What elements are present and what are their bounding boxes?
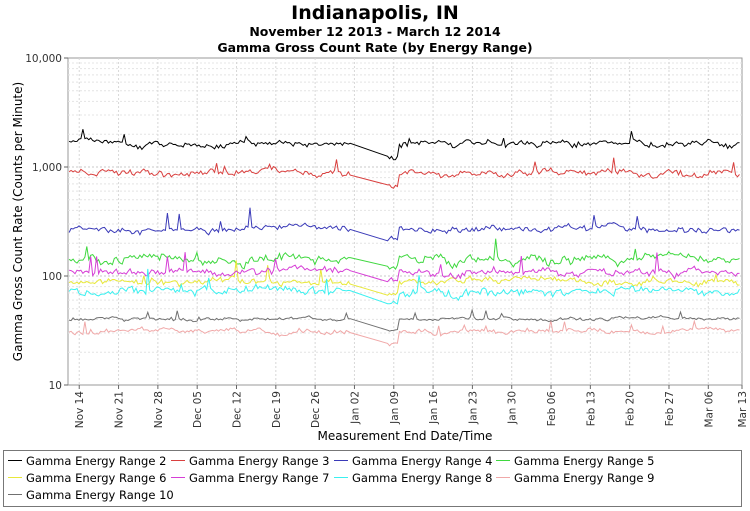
x-tick-label: Jan 02 (349, 391, 361, 425)
series-line (68, 268, 740, 305)
chart-area: 10 100 1,000 10,000 Nov 14 Nov 21 Nov 28 Dec 05… (11, 53, 749, 443)
x-tick-label: Nov 14 (74, 391, 86, 429)
legend-item: Gamma Energy Range 3 (171, 454, 329, 468)
legend-label: Gamma Energy Range 2 (26, 454, 167, 468)
x-tick-label: Mar 13 (737, 391, 749, 428)
x-tick-label: Dec 05 (192, 391, 204, 428)
legend-label: Gamma Energy Range 8 (352, 471, 493, 485)
x-tick-label: Feb 20 (625, 391, 637, 426)
legend-swatch (8, 494, 22, 495)
x-tick-label: Jan 09 (389, 391, 401, 425)
legend-label: Gamma Energy Range 4 (352, 454, 493, 468)
x-axis-label: Measurement End Date/Time (318, 429, 493, 443)
legend-item: Gamma Energy Range 6 (8, 471, 166, 485)
legend-swatch (8, 460, 22, 461)
legend-label: Gamma Energy Range 10 (26, 488, 174, 502)
legend-swatch (8, 477, 22, 478)
legend-item: Gamma Energy Range 10 (8, 488, 174, 502)
legend-item: Gamma Energy Range 9 (496, 471, 654, 485)
x-tick-label: Feb 13 (585, 391, 597, 426)
y-tick-label: 10 (49, 380, 62, 392)
y-axis-label: Gamma Gross Count Rate (Counts per Minut… (11, 82, 25, 361)
x-tick-label: Nov 21 (114, 391, 126, 428)
legend-item: Gamma Energy Range 8 (334, 471, 492, 485)
legend-swatch (496, 460, 510, 461)
x-tick-label: Jan 30 (507, 391, 519, 425)
legend-label: Gamma Energy Range 9 (514, 471, 655, 485)
series-line (68, 157, 740, 189)
series-line (68, 238, 740, 270)
series-line (69, 308, 740, 332)
series-line (68, 319, 740, 347)
legend-label: Gamma Energy Range 7 (189, 471, 330, 485)
legend-swatch (171, 460, 185, 461)
x-tick-label: Dec 26 (310, 391, 322, 428)
x-tick-label: Nov 28 (153, 391, 165, 428)
legend-swatch (496, 477, 510, 478)
x-tick-label: Feb 27 (664, 391, 676, 426)
legend-item: Gamma Energy Range 4 (334, 454, 492, 468)
legend-swatch (171, 477, 185, 478)
series-line (69, 252, 740, 283)
series-line (68, 129, 740, 161)
date-range: November 12 2013 - March 12 2014 (249, 24, 501, 39)
y-tick-label: 1,000 (32, 162, 62, 174)
chart-subtitle: Gamma Gross Count Rate (by Energy Range) (217, 40, 533, 55)
chart-title: Indianapolis, IN (291, 2, 459, 24)
legend-label: Gamma Energy Range 3 (189, 454, 330, 468)
y-tick-label: 100 (42, 271, 62, 283)
legend-label: Gamma Energy Range 5 (514, 454, 655, 468)
legend-item: Gamma Energy Range 7 (171, 471, 329, 485)
legend-item: Gamma Energy Range 2 (8, 454, 166, 468)
y-tick-label: 10,000 (25, 53, 62, 65)
x-tick-label: Feb 06 (546, 391, 558, 427)
series-line (68, 260, 740, 296)
x-tick-label: Jan 23 (467, 391, 479, 425)
legend: Gamma Energy Range 2 Gamma Energy Range 3… (3, 450, 742, 507)
legend-item: Gamma Energy Range 5 (496, 454, 654, 468)
x-tick-label: Dec 19 (271, 391, 283, 428)
legend-label: Gamma Energy Range 6 (26, 471, 167, 485)
x-tick-label: Dec 12 (232, 391, 244, 428)
legend-swatch (334, 460, 348, 461)
legend-swatch (334, 477, 348, 478)
x-tick-label: Jan 16 (428, 391, 440, 425)
series-line (68, 207, 740, 242)
plot-frame (67, 57, 743, 386)
x-tick-label: Mar 06 (703, 391, 715, 428)
